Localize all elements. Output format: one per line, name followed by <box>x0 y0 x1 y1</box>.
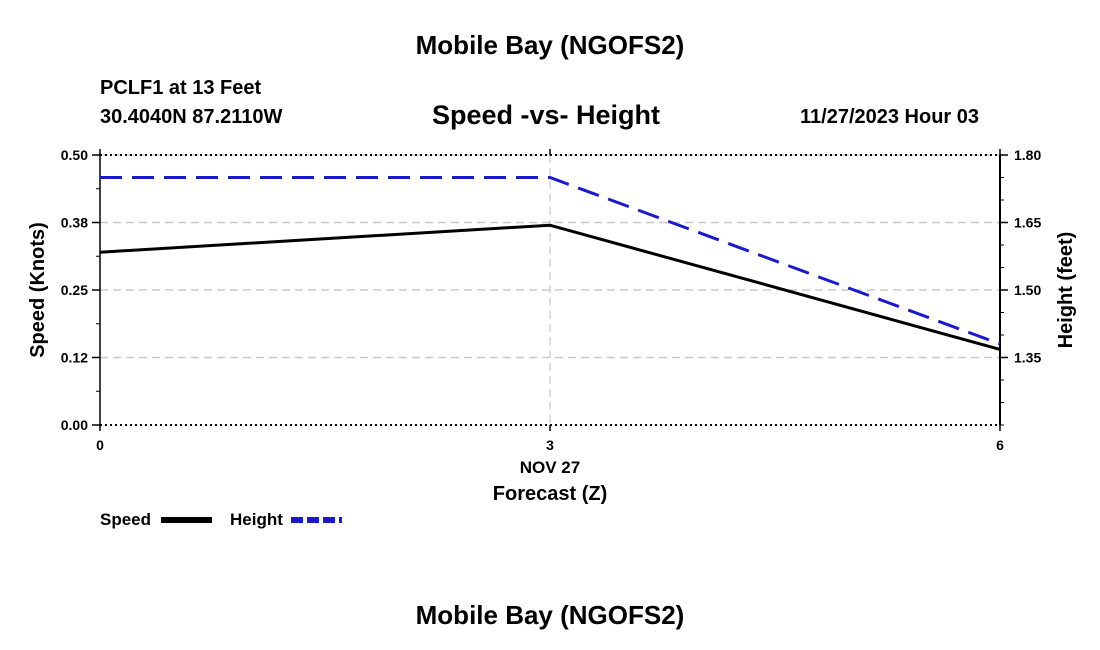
x-axis-date-label: NOV 27 <box>520 458 580 477</box>
station-label: PCLF1 at 13 Feet <box>100 77 262 99</box>
speed-axis-tick-label: 0.38 <box>61 215 88 231</box>
x-axis-label: Forecast (Z) <box>493 483 607 505</box>
height-axis-tick-label: 1.35 <box>1014 350 1041 366</box>
speed-axis-tick-label: 0.12 <box>61 350 88 366</box>
height-axis-label: Height (feet) <box>1055 232 1077 349</box>
series-line-height <box>100 176 1001 346</box>
chart-title: Mobile Bay (NGOFS2) <box>415 30 685 60</box>
legend-label-speed: Speed <box>100 510 151 529</box>
speed-axis-tick-label: 0.00 <box>61 417 88 433</box>
height-axis-tick-label: 1.80 <box>1014 147 1041 163</box>
series-line-speed <box>99 223 1001 351</box>
speed-axis-label: Speed (Knots) <box>27 222 49 358</box>
chart-subtitle: Speed -vs- Height <box>432 100 661 130</box>
forecast-datetime: 11/27/2023 Hour 03 <box>800 106 980 128</box>
x-axis-tick-label: 3 <box>546 437 554 453</box>
x-axis-tick-label: 6 <box>996 437 1004 453</box>
x-axis-tick-label: 0 <box>96 437 104 453</box>
speed-axis-tick-label: 0.50 <box>61 147 88 163</box>
height-axis-tick-label: 1.65 <box>1014 215 1041 231</box>
footer-title: Mobile Bay (NGOFS2) <box>415 600 685 630</box>
legend-label-height: Height <box>230 510 283 529</box>
station-coordinates: 30.4040N 87.2110W <box>100 106 283 128</box>
height-axis-tick-label: 1.50 <box>1014 282 1041 298</box>
speed-axis-tick-label: 0.25 <box>61 282 88 298</box>
